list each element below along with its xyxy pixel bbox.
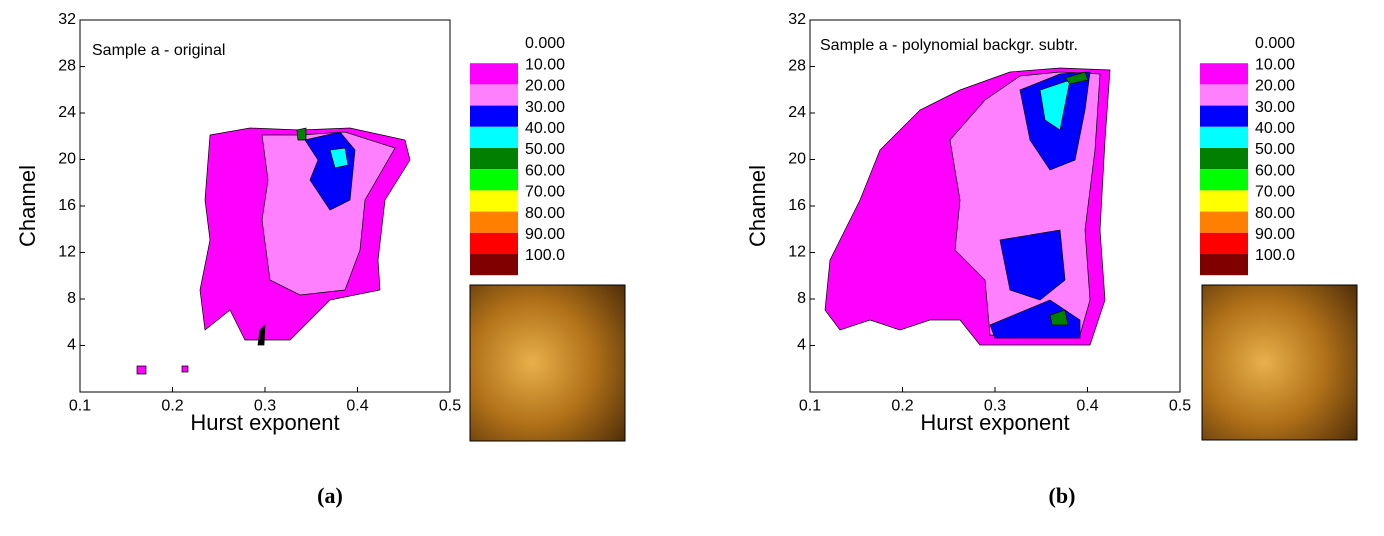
- x-tick-label: 0.2: [161, 397, 183, 414]
- colorbar-label: 80.00: [1255, 205, 1295, 222]
- colorbar-label: 10.00: [525, 56, 565, 73]
- colorbar-swatch: [470, 190, 518, 212]
- afm-image: [1201, 284, 1358, 441]
- colorbar-label: 100.0: [525, 247, 565, 264]
- y-tick-label: 8: [797, 290, 806, 307]
- y-tick-label: 4: [797, 337, 806, 354]
- colorbar-swatch: [1200, 42, 1248, 64]
- colorbar-label: 20.00: [525, 78, 565, 95]
- colorbar-swatch: [1200, 105, 1248, 127]
- y-tick-label: 8: [67, 290, 76, 307]
- colorbar-swatch: [1200, 84, 1248, 106]
- x-tick-label: 0.5: [439, 397, 461, 414]
- x-tick-label: 0.4: [1076, 397, 1098, 414]
- colorbar-swatch: [470, 211, 518, 233]
- annotation: Sample a - original: [92, 42, 225, 59]
- y-tick-label: 24: [788, 104, 806, 121]
- y-axis-label: Channel: [15, 165, 40, 247]
- colorbar-swatch: [1200, 254, 1248, 276]
- caption: (b): [1049, 483, 1076, 508]
- colorbar-swatch: [1200, 148, 1248, 170]
- colorbar-label: 100.0: [1255, 247, 1295, 264]
- colorbar-swatch: [1200, 63, 1248, 85]
- colorbar-label: 0.000: [525, 35, 565, 52]
- contour-fill: [824, 67, 1111, 346]
- y-tick-label: 16: [58, 197, 76, 214]
- x-tick-label: 0.3: [254, 397, 276, 414]
- y-tick-label: 12: [788, 244, 806, 261]
- y-tick-label: 32: [58, 11, 76, 28]
- colorbar-swatch: [1200, 190, 1248, 212]
- colorbar-label: 40.00: [1255, 120, 1295, 137]
- y-tick-label: 16: [788, 197, 806, 214]
- y-tick-label: 32: [788, 11, 806, 28]
- colorbar-label: 10.00: [1255, 56, 1295, 73]
- colorbar-label: 20.00: [1255, 78, 1295, 95]
- colorbar-label: 90.00: [525, 226, 565, 243]
- x-tick-label: 0.3: [984, 397, 1006, 414]
- colorbar-label: 0.000: [1255, 35, 1295, 52]
- colorbar-swatch: [470, 105, 518, 127]
- colorbar-label: 90.00: [1255, 226, 1295, 243]
- colorbar-label: 80.00: [525, 205, 565, 222]
- colorbar-label: 30.00: [525, 99, 565, 116]
- colorbar-label: 30.00: [1255, 99, 1295, 116]
- y-tick-label: 4: [67, 337, 76, 354]
- colorbar-swatch: [1200, 232, 1248, 254]
- x-axis-label: Hurst exponent: [190, 410, 339, 435]
- y-tick-label: 12: [58, 244, 76, 261]
- caption: (a): [317, 483, 343, 508]
- y-tick-label: 28: [58, 58, 76, 75]
- annotation: Sample a - polynomial backgr. subtr.: [820, 37, 1078, 54]
- x-axis-label: Hurst exponent: [920, 410, 1069, 435]
- y-tick-label: 20: [788, 151, 806, 168]
- colorbar-swatch: [470, 126, 518, 148]
- colorbar-label: 70.00: [1255, 184, 1295, 201]
- contour-fill: [136, 127, 411, 375]
- colorbar-swatch: [1200, 126, 1248, 148]
- colorbar-swatch: [470, 84, 518, 106]
- x-tick-label: 0.4: [346, 397, 368, 414]
- colorbar-label: 60.00: [1255, 162, 1295, 179]
- colorbar-label: 50.00: [1255, 141, 1295, 158]
- colorbar-label: 40.00: [525, 120, 565, 137]
- x-tick-label: 0.1: [799, 397, 821, 414]
- y-axis-label: Channel: [745, 165, 770, 247]
- x-tick-label: 0.1: [69, 397, 91, 414]
- colorbar-swatch: [470, 254, 518, 276]
- colorbar-swatch: [470, 42, 518, 64]
- colorbar-label: 70.00: [525, 184, 565, 201]
- colorbar-swatch: [470, 148, 518, 170]
- afm-image: [469, 284, 626, 442]
- colorbar-swatch: [470, 169, 518, 191]
- y-tick-label: 28: [788, 58, 806, 75]
- y-tick-label: 20: [58, 151, 76, 168]
- colorbar-label: 50.00: [525, 141, 565, 158]
- colorbar-swatch: [470, 232, 518, 254]
- colorbar-swatch: [1200, 211, 1248, 233]
- y-tick-label: 24: [58, 104, 76, 121]
- colorbar-swatch: [1200, 169, 1248, 191]
- x-tick-label: 0.5: [1169, 397, 1191, 414]
- colorbar-label: 60.00: [525, 162, 565, 179]
- colorbar-swatch: [470, 63, 518, 85]
- x-tick-label: 0.2: [891, 397, 913, 414]
